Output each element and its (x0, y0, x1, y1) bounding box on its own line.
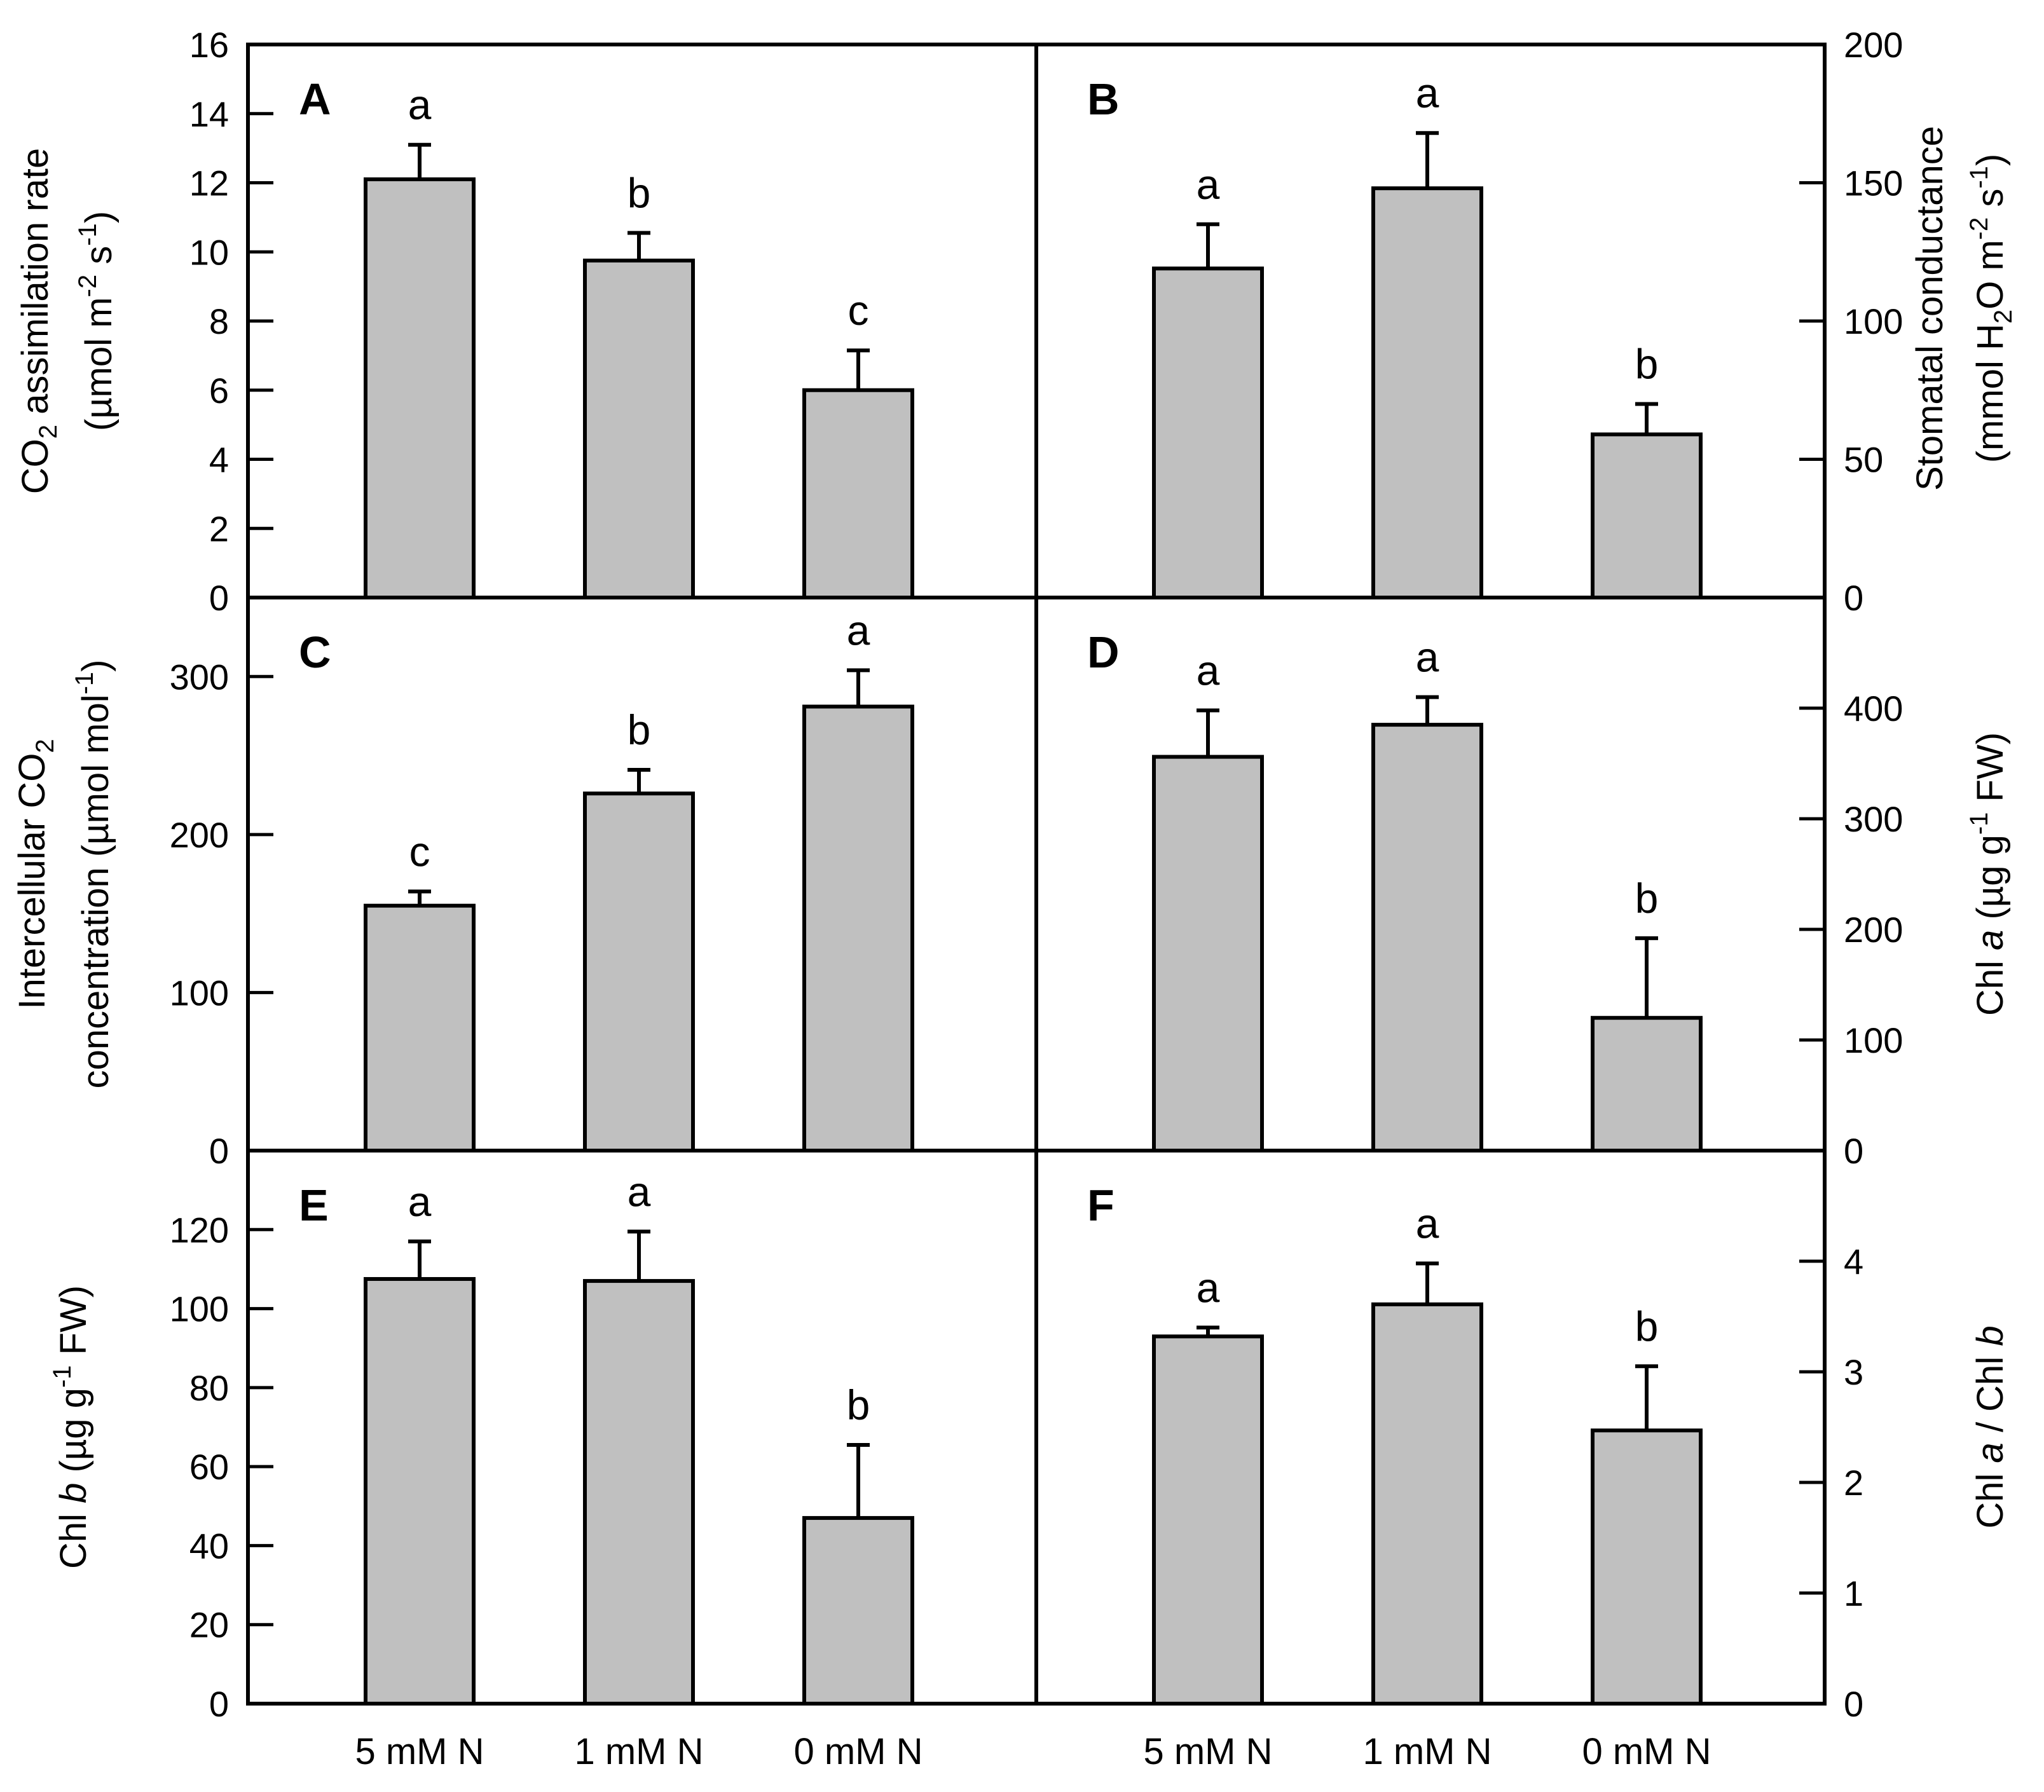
panel-c-bar (583, 791, 695, 1152)
panel-c-bar (364, 903, 476, 1152)
panel-c-ytick-label: 300 (170, 657, 229, 697)
panel-e-significance-label: b (847, 1381, 870, 1428)
x-category-label: 1 mM N (575, 1731, 704, 1772)
x-category-label: 5 mM N (355, 1731, 484, 1772)
panel-a-bar (802, 388, 914, 599)
panel-d-ytick-label: 100 (1844, 1020, 1903, 1060)
panel-d-ytick-label: 200 (1844, 910, 1903, 950)
panel-d-bar (1152, 755, 1264, 1153)
panel-c-bar (802, 704, 914, 1152)
panel-a: A 0 2 4 6 8 10 12 14 16 a b c (189, 25, 914, 618)
panel-e-ytick-label: 20 (189, 1605, 229, 1645)
panel-e-ytick-label: 40 (189, 1526, 229, 1566)
panel-e-bar (802, 1515, 914, 1706)
panel-f-ytick-label: 1 (1844, 1573, 1863, 1613)
panel-a-ytick-label: 8 (209, 301, 229, 341)
panel-c: C 0 100 200 300 c b a (170, 606, 914, 1171)
panel-e-ytick-label: 0 (209, 1684, 229, 1724)
panel-f-significance-label: a (1197, 1264, 1220, 1311)
panel-e-ytick-label: 100 (170, 1289, 229, 1329)
panel-e-letter: E (299, 1180, 329, 1230)
panel-b-ytick-label: 0 (1844, 578, 1863, 618)
panel-f-ytick-label: 2 (1844, 1463, 1863, 1503)
panel-d-letter: D (1087, 627, 1120, 677)
panel-b-significance-label: b (1635, 341, 1659, 388)
panel-a-ytick-label: 4 (209, 440, 229, 480)
panel-d-bar (1371, 723, 1483, 1152)
panel-a-ylabel-units: (µmol m-2 s-1) (74, 211, 120, 431)
panel-e-bar (364, 1276, 476, 1706)
panel-a-significance-label: c (848, 287, 869, 334)
panel-a-ylabel: CO2 assimilation rate (15, 148, 62, 494)
panel-e-ytick-label: 120 (170, 1210, 229, 1250)
x-category-label: 1 mM N (1363, 1731, 1492, 1772)
panel-c-ytick-label: 200 (170, 815, 229, 855)
panel-d: D 0 100 200 300 400 a a b (1087, 627, 1903, 1171)
panel-a-ytick-label: 10 (189, 232, 229, 272)
panel-c-ytick-label: 100 (170, 973, 229, 1013)
panel-c-letter: C (299, 627, 331, 677)
panel-c-ylabel-units: concentration (µmol mol-1) (71, 659, 116, 1088)
panel-a-bar (583, 258, 695, 599)
panel-a-significance-label: b (628, 169, 651, 216)
panel-a-ytick-label: 14 (189, 94, 229, 134)
panel-c-significance-label: a (847, 606, 870, 653)
panel-d-bar (1591, 1016, 1703, 1152)
panel-a-ytick-label: 16 (189, 25, 229, 65)
panel-f-letter: F (1087, 1180, 1115, 1230)
panel-f: F 0 1 2 3 4 a a b (1087, 1180, 1863, 1724)
panel-f-ytick-label: 4 (1844, 1241, 1863, 1282)
panel-b-ytick-label: 200 (1844, 25, 1903, 65)
panel-d-ylabel: Chl a (µg g-1 FW) (1965, 732, 2011, 1016)
x-category-label: 0 mM N (1582, 1731, 1711, 1772)
panel-e-ylabel: Chl b (µg g-1 FW) (48, 1285, 94, 1569)
panel-e-ytick-label: 80 (189, 1368, 229, 1408)
panel-c-ytick-label: 0 (209, 1131, 229, 1171)
panel-b-bar (1152, 266, 1264, 600)
panel-a-significance-label: a (408, 81, 432, 128)
panel-c-significance-label: b (628, 706, 651, 753)
panel-e-significance-label: a (628, 1168, 651, 1215)
panel-a-ytick-label: 0 (209, 578, 229, 618)
panel-b: B 0 50 100 150 200 a a b (1087, 25, 1903, 618)
panel-d-significance-label: b (1635, 875, 1659, 922)
panel-b-ytick-label: 50 (1844, 440, 1883, 480)
panel-a-letter: A (299, 74, 331, 124)
panel-f-ylabel: Chl a / Chl b (1970, 1325, 2011, 1528)
panel-b-ytick-label: 150 (1844, 163, 1903, 203)
panel-a-ytick-label: 12 (189, 163, 229, 203)
panel-b-bar (1591, 432, 1703, 599)
panel-a-bar (364, 177, 476, 599)
panel-f-bar (1152, 1334, 1264, 1706)
panel-a-ytick-label: 6 (209, 371, 229, 411)
panel-f-significance-label: a (1416, 1200, 1439, 1247)
panel-d-significance-label: a (1416, 634, 1439, 681)
panel-e: E 0 20 40 60 80 100 120 a a b (170, 1168, 914, 1724)
panel-e-significance-label: a (408, 1178, 432, 1225)
panel-b-ylabel: Stomatal conductance (1909, 126, 1951, 491)
panel-a-ytick-label: 2 (209, 509, 229, 549)
panel-e-ytick-label: 60 (189, 1447, 229, 1487)
panel-b-ylabel-units: (mmol H2O m-2 s-1) (1965, 154, 2017, 463)
panel-b-significance-label: a (1416, 69, 1439, 116)
panel-d-ytick-label: 300 (1844, 799, 1903, 839)
panel-d-significance-label: a (1197, 646, 1220, 694)
panel-f-bar (1591, 1428, 1703, 1706)
panel-f-bar (1371, 1302, 1483, 1706)
panel-c-significance-label: c (409, 828, 430, 875)
x-category-label: 5 mM N (1144, 1731, 1273, 1772)
panel-f-ytick-label: 0 (1844, 1684, 1863, 1724)
x-category-label: 0 mM N (794, 1731, 923, 1772)
panel-f-ytick-label: 3 (1844, 1352, 1863, 1392)
panel-c-ylabel: Intercellular CO2 (11, 739, 59, 1009)
panel-e-bar (583, 1279, 695, 1706)
panel-d-ytick-label: 400 (1844, 688, 1903, 728)
panel-b-letter: B (1087, 74, 1120, 124)
panel-f-significance-label: b (1635, 1303, 1659, 1350)
panel-b-bar (1371, 186, 1483, 599)
panel-d-ytick-label: 0 (1844, 1131, 1863, 1171)
panel-b-significance-label: a (1197, 161, 1220, 208)
panel-b-ytick-label: 100 (1844, 301, 1903, 341)
